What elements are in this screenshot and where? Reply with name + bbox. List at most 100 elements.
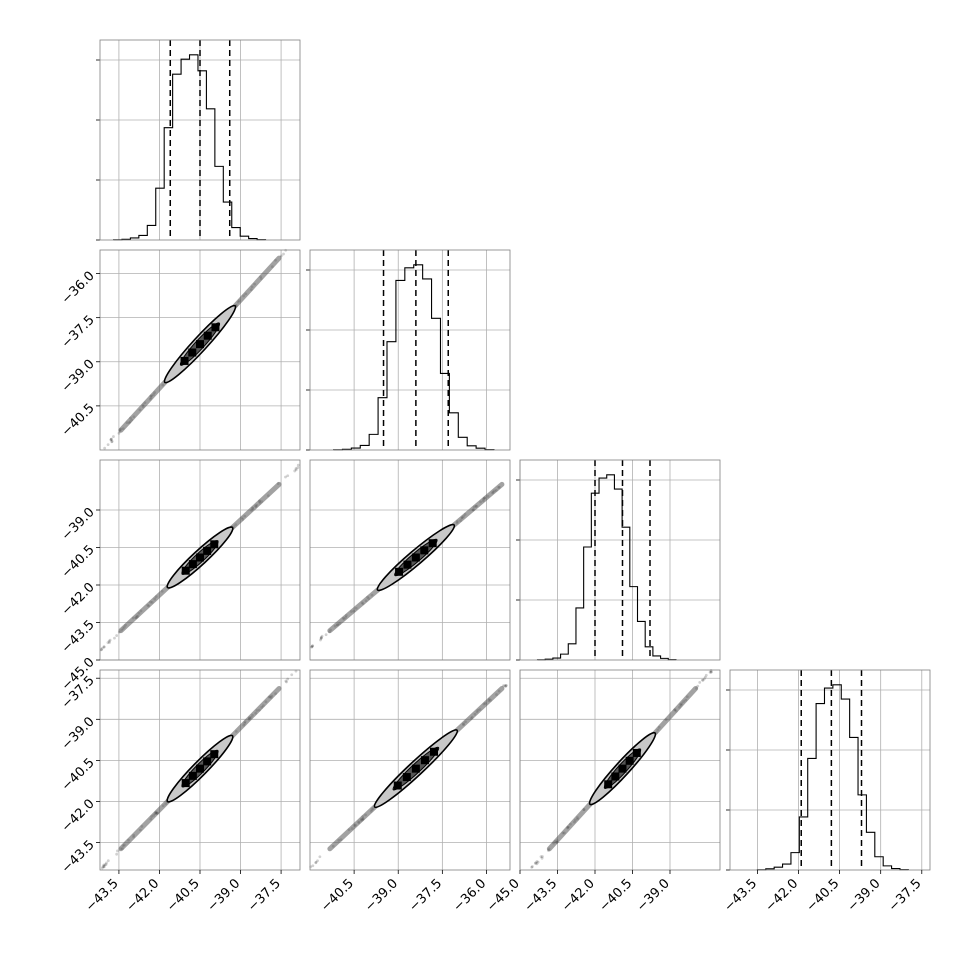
density-block <box>181 779 190 788</box>
density-block <box>411 553 420 562</box>
density-block <box>188 560 197 569</box>
panel-frame <box>309 459 511 661</box>
sample-point <box>530 865 534 868</box>
sample-point <box>536 860 540 864</box>
sample-point <box>294 467 298 470</box>
sample-point <box>104 863 108 866</box>
density-block <box>196 340 204 349</box>
sample-point <box>112 435 115 438</box>
histogram-step <box>112 54 267 241</box>
y-tick-label: −42.0 <box>59 580 98 619</box>
density-block <box>181 566 190 575</box>
sample-point <box>504 684 508 688</box>
sample-point <box>110 439 114 443</box>
sample-point <box>103 863 107 867</box>
sample-point <box>284 679 288 683</box>
sample-point <box>286 474 290 478</box>
y-tick-label: −43.5 <box>59 838 98 877</box>
histogram-panel-0 <box>96 39 301 241</box>
sample-point <box>319 638 322 642</box>
sample-point <box>108 641 111 644</box>
sample-point <box>284 475 287 479</box>
sample-point <box>282 252 285 256</box>
sample-point <box>107 639 111 643</box>
scatter-panel-2-3 <box>519 669 721 871</box>
density-block <box>188 348 197 357</box>
panel-frame <box>99 39 301 241</box>
sample-point <box>102 645 106 649</box>
density-block <box>428 539 437 548</box>
sample-point <box>109 438 113 442</box>
sample-point <box>100 646 104 650</box>
density-block <box>203 546 212 555</box>
x-tick-label: −42.0 <box>124 876 163 915</box>
panel-frame <box>99 249 301 451</box>
sample-point <box>319 637 323 640</box>
scatter-panel-0-3 <box>99 669 301 871</box>
sample-point <box>106 443 110 447</box>
panel-frame <box>309 669 511 871</box>
sample-point <box>293 469 297 473</box>
y-tick-label: −37.5 <box>59 313 98 352</box>
sample-point <box>296 463 300 467</box>
sample-point <box>102 865 106 869</box>
sample-point <box>310 645 314 649</box>
x-tick-label: −43.5 <box>522 876 561 915</box>
y-tick-label: −40.5 <box>59 755 98 794</box>
sample-point <box>703 675 707 679</box>
density-block <box>618 764 627 773</box>
sample-point <box>102 645 106 649</box>
sample-point <box>701 678 704 682</box>
x-tick-label: −39.0 <box>634 876 673 915</box>
sample-point <box>319 636 323 639</box>
scatter-panel-0-2 <box>99 459 301 661</box>
density-block <box>611 772 620 781</box>
sample-point <box>314 860 318 864</box>
sample-point <box>117 431 121 435</box>
histogram-panel-1 <box>306 249 511 451</box>
sample-point <box>540 856 544 860</box>
sample-point <box>99 648 103 652</box>
sample-point <box>294 669 298 673</box>
panel-frame <box>309 249 511 451</box>
y-tick-label: −43.5 <box>59 618 98 657</box>
sample-point <box>503 684 507 687</box>
sample-point <box>541 855 544 858</box>
sample-point <box>116 849 119 853</box>
sample-point <box>296 466 300 470</box>
sample-point <box>109 438 113 441</box>
sample-point <box>319 636 323 640</box>
sample-point <box>105 861 108 865</box>
sample-point <box>530 865 534 869</box>
sample-point <box>698 680 702 684</box>
density-block <box>196 764 204 773</box>
density-block <box>211 323 220 332</box>
y-tick-label: −40.5 <box>59 543 98 582</box>
histogram-panel-3 <box>726 669 931 871</box>
x-tick-label: −40.5 <box>804 876 843 915</box>
sample-point <box>286 677 290 681</box>
y-tick-label: −39.0 <box>59 357 98 396</box>
scatter-panel-1-3 <box>309 669 511 871</box>
sample-point <box>539 855 543 859</box>
corner-plot-root: −43.5 −42.0 −40.5 −39.0 −37.5 −40.5 −39.0 −37.5… <box>59 39 931 915</box>
sample-point <box>106 641 110 645</box>
histogram-step <box>536 474 677 661</box>
sample-point <box>285 680 288 684</box>
sample-point <box>103 446 107 450</box>
y-tick-label: −36.0 <box>59 269 98 308</box>
sample-point <box>504 683 508 687</box>
x-tick-label: −45.0 <box>484 876 523 915</box>
panel-frame <box>729 669 931 871</box>
histogram-step <box>332 264 495 451</box>
sample-point <box>708 670 712 674</box>
histogram-panel-2 <box>516 459 721 661</box>
sample-point <box>704 673 708 677</box>
density-block <box>430 747 438 756</box>
sample-point <box>115 852 119 856</box>
sample-point <box>100 866 104 870</box>
sample-point <box>294 468 298 472</box>
histogram-step <box>756 684 909 871</box>
sample-point <box>535 860 539 863</box>
